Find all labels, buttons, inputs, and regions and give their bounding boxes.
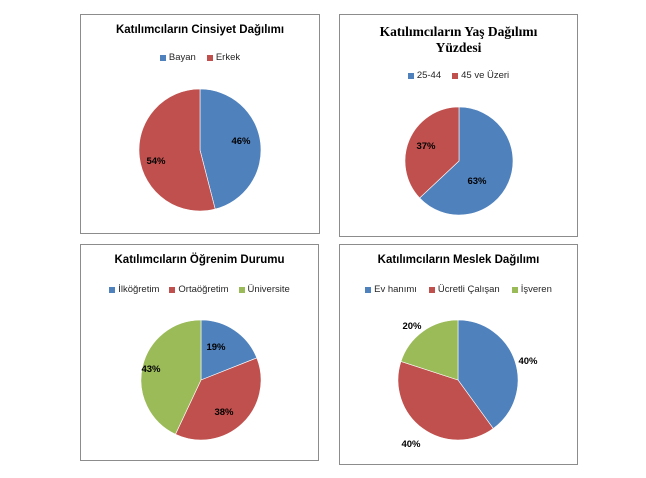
data-label-ortaogretim: 38%	[214, 407, 234, 418]
legend-label: 45 ve Üzeri	[461, 70, 510, 81]
legend-swatch	[407, 72, 414, 79]
data-label-universite: 43%	[141, 364, 161, 375]
legend-label: Ücretli Çalışan	[437, 284, 500, 295]
education-chart-panel: Katılımcıların Öğrenim Durumu İlköğretim…	[80, 244, 319, 461]
legend-label: Erkek	[215, 52, 241, 63]
pie-chart-gender: 46% 54%	[138, 88, 262, 212]
chart-legend: Ev hanımı Ücretli Çalışan İşveren	[340, 284, 577, 295]
pie-slice-45-ve-uzeri	[404, 106, 460, 199]
pie-slice-ucretli-calisan	[397, 361, 494, 441]
data-label-25-44: 63%	[467, 176, 487, 187]
legend-item-ortaogretim: Ortaöğretim	[169, 284, 229, 295]
data-label-erkek: 54%	[146, 156, 166, 167]
pie-slice-erkek	[138, 88, 216, 212]
chart-legend: Bayan Erkek	[81, 52, 319, 63]
pie-chart-age: 63% 37%	[404, 106, 514, 216]
legend-label: İlköğretim	[118, 284, 160, 295]
legend-label: Üniversite	[247, 284, 290, 295]
chart-legend: 25-44 45 ve Üzeri	[340, 70, 577, 81]
legend-swatch	[238, 286, 245, 293]
chart-title: Katılımcıların Meslek Dağılımı	[377, 254, 540, 266]
chart-title: Katılımcıların Cinsiyet Dağılımı	[115, 24, 285, 36]
legend-item-isveren: İşveren	[511, 284, 552, 295]
chart-title: Katılımcıların Öğrenim Durumu	[114, 254, 285, 266]
legend-swatch	[159, 54, 166, 61]
chart-legend: İlköğretim Ortaöğretim Üniversite	[81, 284, 318, 295]
pie-slice-ev-hanimi	[457, 319, 519, 429]
age-chart-panel: Katılımcıların Yaş Dağılımı Yüzdesi 25-4…	[339, 14, 578, 237]
legend-swatch	[365, 286, 372, 293]
pie-slice-isveren	[400, 319, 459, 381]
legend-swatch	[428, 286, 435, 293]
pie-chart-education: 19% 38% 43%	[140, 319, 262, 441]
legend-item-bayan: Bayan	[159, 52, 196, 63]
legend-label: Ev hanımı	[374, 284, 417, 295]
legend-item-ucretli-calisan: Ücretli Çalışan	[428, 284, 500, 295]
chart-title: Katılımcıların Yaş Dağılımı Yüzdesi	[379, 24, 538, 55]
legend-label: Ortaöğretim	[178, 284, 229, 295]
legend-swatch	[109, 286, 116, 293]
legend-label: 25-44	[416, 70, 442, 81]
legend-item-erkek: Erkek	[206, 52, 241, 63]
pie-slice-ilkogretim	[200, 319, 258, 381]
occupation-chart-panel: Katılımcıların Meslek Dağılımı Ev hanımı…	[339, 244, 578, 465]
legend-swatch	[511, 286, 518, 293]
data-label-isveren: 20%	[402, 321, 422, 332]
legend-label: İşveren	[520, 284, 552, 295]
legend-item-25-44: 25-44	[407, 70, 442, 81]
legend-label: Bayan	[168, 52, 196, 63]
legend-swatch	[169, 286, 176, 293]
pie-slice-universite	[140, 319, 202, 435]
legend-item-ev-hanimi: Ev hanımı	[365, 284, 417, 295]
legend-item-ilkogretim: İlköğretim	[109, 284, 159, 295]
legend-swatch	[452, 72, 459, 79]
legend-swatch	[206, 54, 213, 61]
data-label-45-ve-uzeri: 37%	[416, 141, 436, 152]
pie-chart-occupation: 40% 40% 20%	[397, 319, 538, 450]
data-label-ucretli-calisan: 40%	[401, 439, 421, 450]
data-label-ev-hanimi: 40%	[518, 356, 538, 367]
legend-item-45-plus: 45 ve Üzeri	[452, 70, 509, 81]
pie-slice-25-44	[419, 106, 514, 216]
pie-slice-bayan	[199, 88, 262, 210]
data-label-bayan: 46%	[231, 136, 251, 147]
legend-item-universite: Üniversite	[238, 284, 290, 295]
gender-chart-panel: Katılımcıların Cinsiyet Dağılımı Bayan E…	[80, 14, 320, 234]
data-label-ilkogretim: 19%	[206, 342, 226, 353]
pie-slice-ortaogretim	[175, 357, 262, 441]
